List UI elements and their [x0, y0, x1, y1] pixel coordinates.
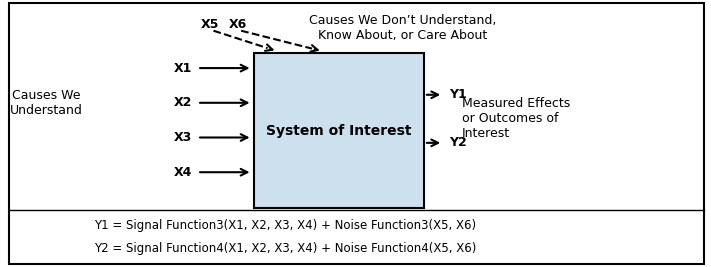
Text: X3: X3 — [174, 131, 192, 144]
Text: Causes We Don’t Understand,
Know About, or Care About: Causes We Don’t Understand, Know About, … — [309, 14, 496, 42]
Text: Measured Effects
or Outcomes of
Interest: Measured Effects or Outcomes of Interest — [461, 97, 570, 140]
Text: Y2: Y2 — [449, 136, 466, 149]
Text: Causes We
Understand: Causes We Understand — [10, 89, 82, 117]
FancyBboxPatch shape — [254, 53, 424, 208]
Text: X6: X6 — [228, 18, 247, 31]
Text: X5: X5 — [201, 18, 219, 31]
Text: System of Interest: System of Interest — [266, 124, 412, 138]
Text: X2: X2 — [173, 96, 192, 109]
Text: Y1 = Signal Function3(X1, X2, X3, X4) + Noise Function3(X5, X6): Y1 = Signal Function3(X1, X2, X3, X4) + … — [95, 219, 476, 232]
Text: Y2 = Signal Function4(X1, X2, X3, X4) + Noise Function4(X5, X6): Y2 = Signal Function4(X1, X2, X3, X4) + … — [95, 242, 477, 255]
Text: X1: X1 — [173, 62, 192, 74]
Text: X4: X4 — [173, 166, 192, 179]
Text: Y1: Y1 — [449, 88, 466, 101]
